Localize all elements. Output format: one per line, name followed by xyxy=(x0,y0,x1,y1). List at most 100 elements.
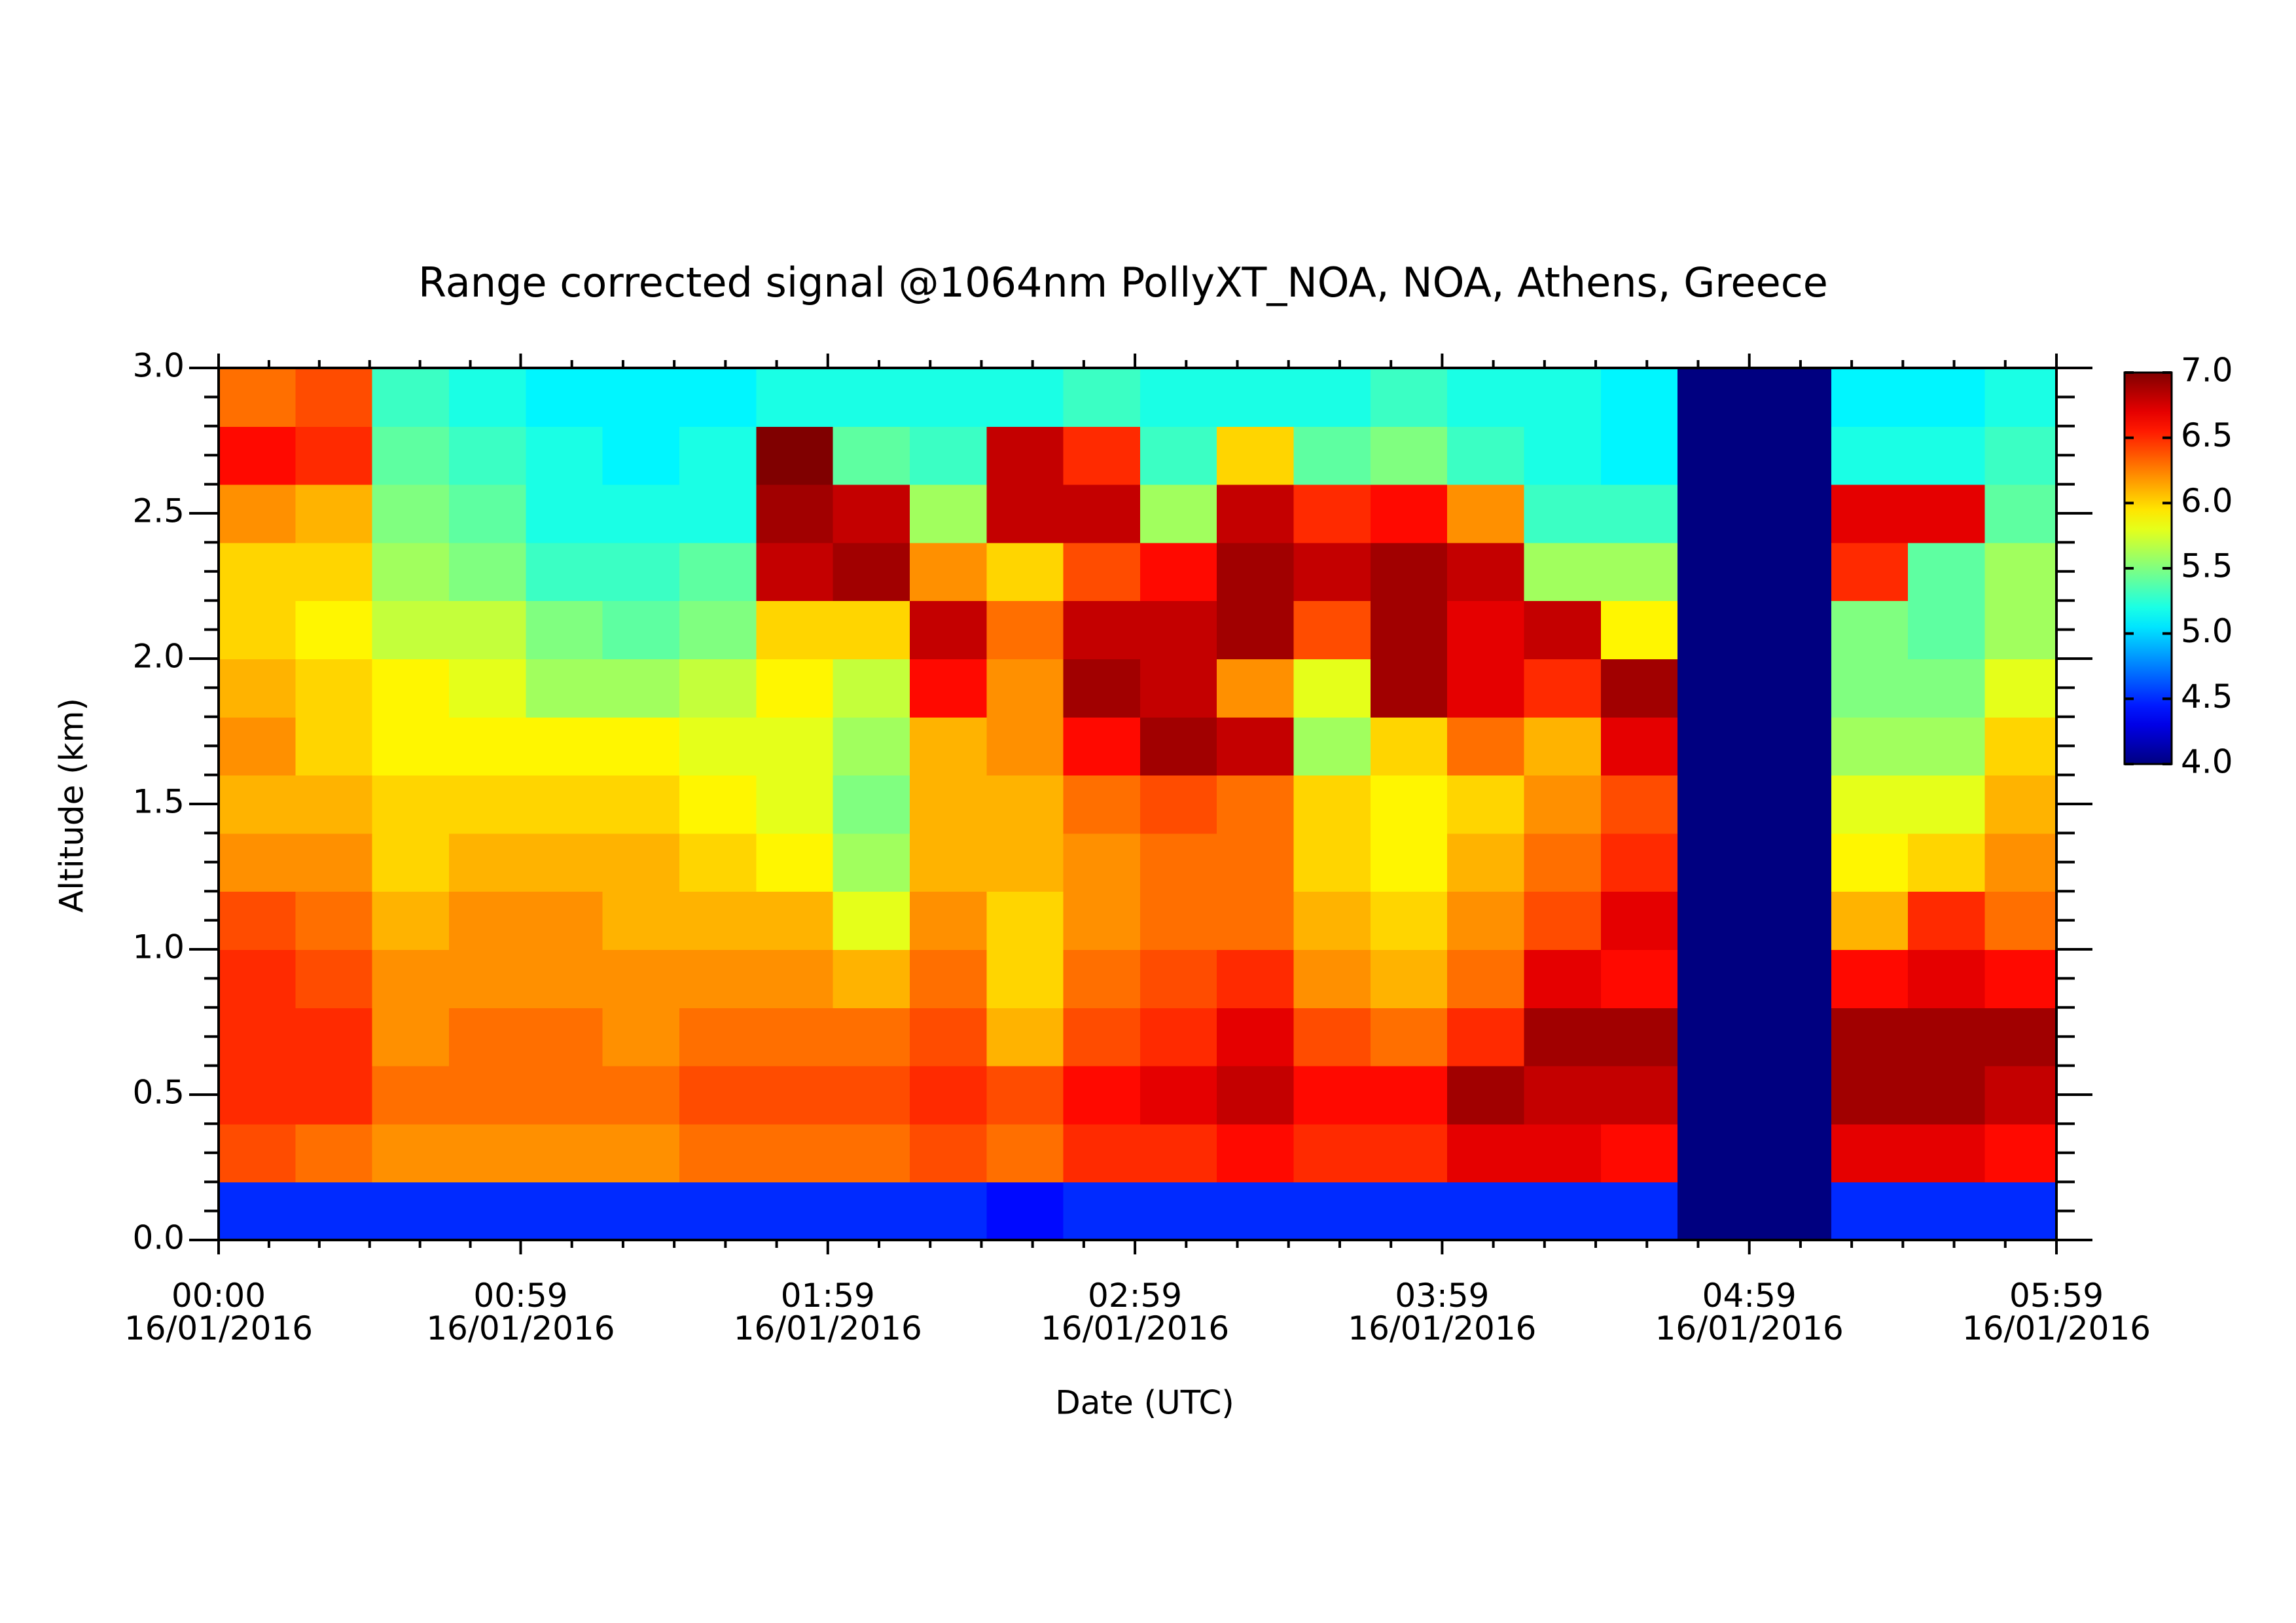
heatmap-cell xyxy=(602,600,680,659)
heatmap-cell xyxy=(1447,1065,1525,1125)
heatmap-cell xyxy=(756,1182,834,1240)
heatmap-cell xyxy=(833,368,910,427)
heatmap-cell xyxy=(219,1007,296,1067)
heatmap-cell xyxy=(526,600,603,659)
heatmap-cell xyxy=(1370,600,1448,659)
y-axis-label: Altitude (km) xyxy=(53,698,91,913)
heatmap-cell xyxy=(909,426,988,485)
heatmap-cell xyxy=(909,600,988,659)
heatmap-cell xyxy=(1677,833,1755,892)
heatmap-cell xyxy=(1524,484,1602,543)
heatmap-cell xyxy=(1908,426,1986,485)
heatmap-cell xyxy=(526,949,603,1008)
heatmap-cell xyxy=(986,600,1064,659)
heatmap-cell xyxy=(1524,1065,1602,1125)
heatmap-cell xyxy=(372,1007,450,1067)
heatmap-cell xyxy=(1984,716,2056,776)
heatmap-cell xyxy=(679,542,757,602)
heatmap-cell xyxy=(372,1182,450,1240)
heatmap-cell xyxy=(1293,716,1371,776)
heatmap-cell xyxy=(295,833,373,892)
heatmap-cell xyxy=(1293,1007,1371,1067)
heatmap-cell xyxy=(986,1123,1064,1183)
heatmap-cell xyxy=(1677,891,1755,950)
heatmap-cell xyxy=(372,659,450,718)
heatmap-cell xyxy=(679,1123,757,1183)
heatmap-cell xyxy=(1524,1182,1602,1240)
heatmap-cell xyxy=(756,949,834,1008)
heatmap-cell xyxy=(1831,1065,1909,1125)
heatmap-cell xyxy=(1293,542,1371,602)
heatmap-cell xyxy=(1139,1182,1218,1240)
heatmap-cell xyxy=(986,484,1064,543)
heatmap-cell xyxy=(1293,833,1371,892)
heatmap-cell xyxy=(1677,1065,1755,1125)
heatmap-cell xyxy=(1984,1007,2056,1067)
heatmap-cell xyxy=(372,600,450,659)
heatmap-cell xyxy=(1831,1182,1909,1240)
heatmap-cell xyxy=(1063,891,1141,950)
heatmap-cell xyxy=(986,891,1064,950)
heatmap-cell xyxy=(756,659,834,718)
heatmap-cell xyxy=(1139,1007,1218,1067)
heatmap-cell xyxy=(1984,368,2056,427)
heatmap-cell xyxy=(1908,1182,1986,1240)
colorbar-tick-label: 6.0 xyxy=(2181,482,2233,520)
heatmap-cell xyxy=(1831,484,1909,543)
heatmap-cell xyxy=(1139,484,1218,543)
heatmap-cell xyxy=(602,1007,680,1067)
heatmap-cell xyxy=(986,775,1064,834)
heatmap-cell xyxy=(756,600,834,659)
heatmap-cell xyxy=(1063,833,1141,892)
heatmap-cell xyxy=(1139,716,1218,776)
heatmap-cell xyxy=(219,891,296,950)
heatmap-cell xyxy=(1217,833,1295,892)
heatmap-cell xyxy=(219,833,296,892)
heatmap-cell xyxy=(372,949,450,1008)
heatmap-cell xyxy=(909,1182,988,1240)
heatmap-cell xyxy=(1908,659,1986,718)
heatmap-cell xyxy=(986,368,1064,427)
heatmap-cell xyxy=(1293,1123,1371,1183)
heatmap-cell xyxy=(679,659,757,718)
heatmap-cell xyxy=(833,426,910,485)
heatmap-cell xyxy=(1370,1065,1448,1125)
heatmap-cell xyxy=(1217,484,1295,543)
heatmap-cell xyxy=(1293,659,1371,718)
heatmap-cell xyxy=(1063,659,1141,718)
y-tick-label: 1.5 xyxy=(132,783,185,821)
heatmap-cell xyxy=(833,484,910,543)
heatmap-cell xyxy=(1447,1182,1525,1240)
colorbar-tick-label: 4.5 xyxy=(2181,678,2233,716)
heatmap-cell xyxy=(1447,542,1525,602)
heatmap-cell xyxy=(1677,426,1755,485)
heatmap-cell xyxy=(1217,1065,1295,1125)
heatmap-cell xyxy=(602,833,680,892)
heatmap-cell xyxy=(1063,1123,1141,1183)
heatmap-cell xyxy=(1293,775,1371,834)
heatmap-cell xyxy=(1139,368,1218,427)
heatmap-cell xyxy=(1677,600,1755,659)
heatmap-cell xyxy=(1370,833,1448,892)
heatmap-cell xyxy=(219,426,296,485)
heatmap-cell xyxy=(526,368,603,427)
heatmap-cell xyxy=(1217,426,1295,485)
heatmap-cell xyxy=(448,659,527,718)
heatmap-cell xyxy=(1908,1065,1986,1125)
heatmap-cell xyxy=(295,368,373,427)
heatmap-cell xyxy=(1447,484,1525,543)
heatmap-cell xyxy=(1139,949,1218,1008)
heatmap-cell xyxy=(1370,949,1448,1008)
heatmap-cell xyxy=(1600,1065,1679,1125)
heatmap-cell xyxy=(1293,600,1371,659)
heatmap-cell xyxy=(1447,716,1525,776)
heatmap-cell xyxy=(1908,949,1986,1008)
heatmap-cell xyxy=(602,949,680,1008)
heatmap-cell xyxy=(295,659,373,718)
heatmap-cell xyxy=(372,1065,450,1125)
x-tick-label: 00:59 16/01/2016 xyxy=(426,1277,615,1347)
heatmap-cell xyxy=(1524,716,1602,776)
heatmap-cell xyxy=(1447,368,1525,427)
heatmap-cell xyxy=(909,833,988,892)
